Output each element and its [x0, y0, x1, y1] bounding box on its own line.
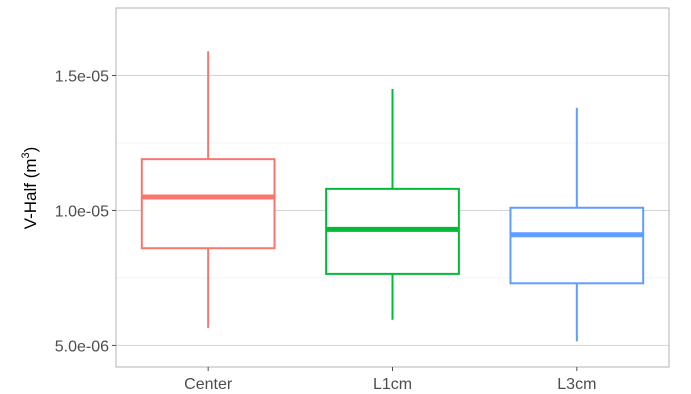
y-axis-title-suffix: )	[21, 147, 40, 153]
box-center	[140, 51, 276, 328]
x-tick-label: L3cm	[557, 376, 596, 393]
y-tick-label: 5.0e-06	[55, 338, 109, 355]
y-tick-label: 1.5e-05	[55, 68, 109, 85]
boxes	[140, 51, 645, 342]
y-axis-title-text: V-Half (m	[21, 158, 40, 229]
iqr-box	[140, 158, 276, 250]
y-axis-title-superscript: 3	[20, 152, 32, 158]
y-axis-title: V-Half (m3)	[20, 147, 40, 230]
x-axis: Center L1cm L3cm	[184, 367, 596, 393]
iqr-box	[509, 206, 645, 285]
y-axis: 5.0e-06 1.0e-05 1.5e-05	[55, 68, 116, 355]
x-tick-label: Center	[184, 376, 233, 393]
box-l3cm	[509, 107, 645, 342]
y-tick-label: 1.0e-05	[55, 203, 109, 220]
x-tick-label: L1cm	[373, 376, 412, 393]
box-l1cm	[325, 88, 460, 320]
